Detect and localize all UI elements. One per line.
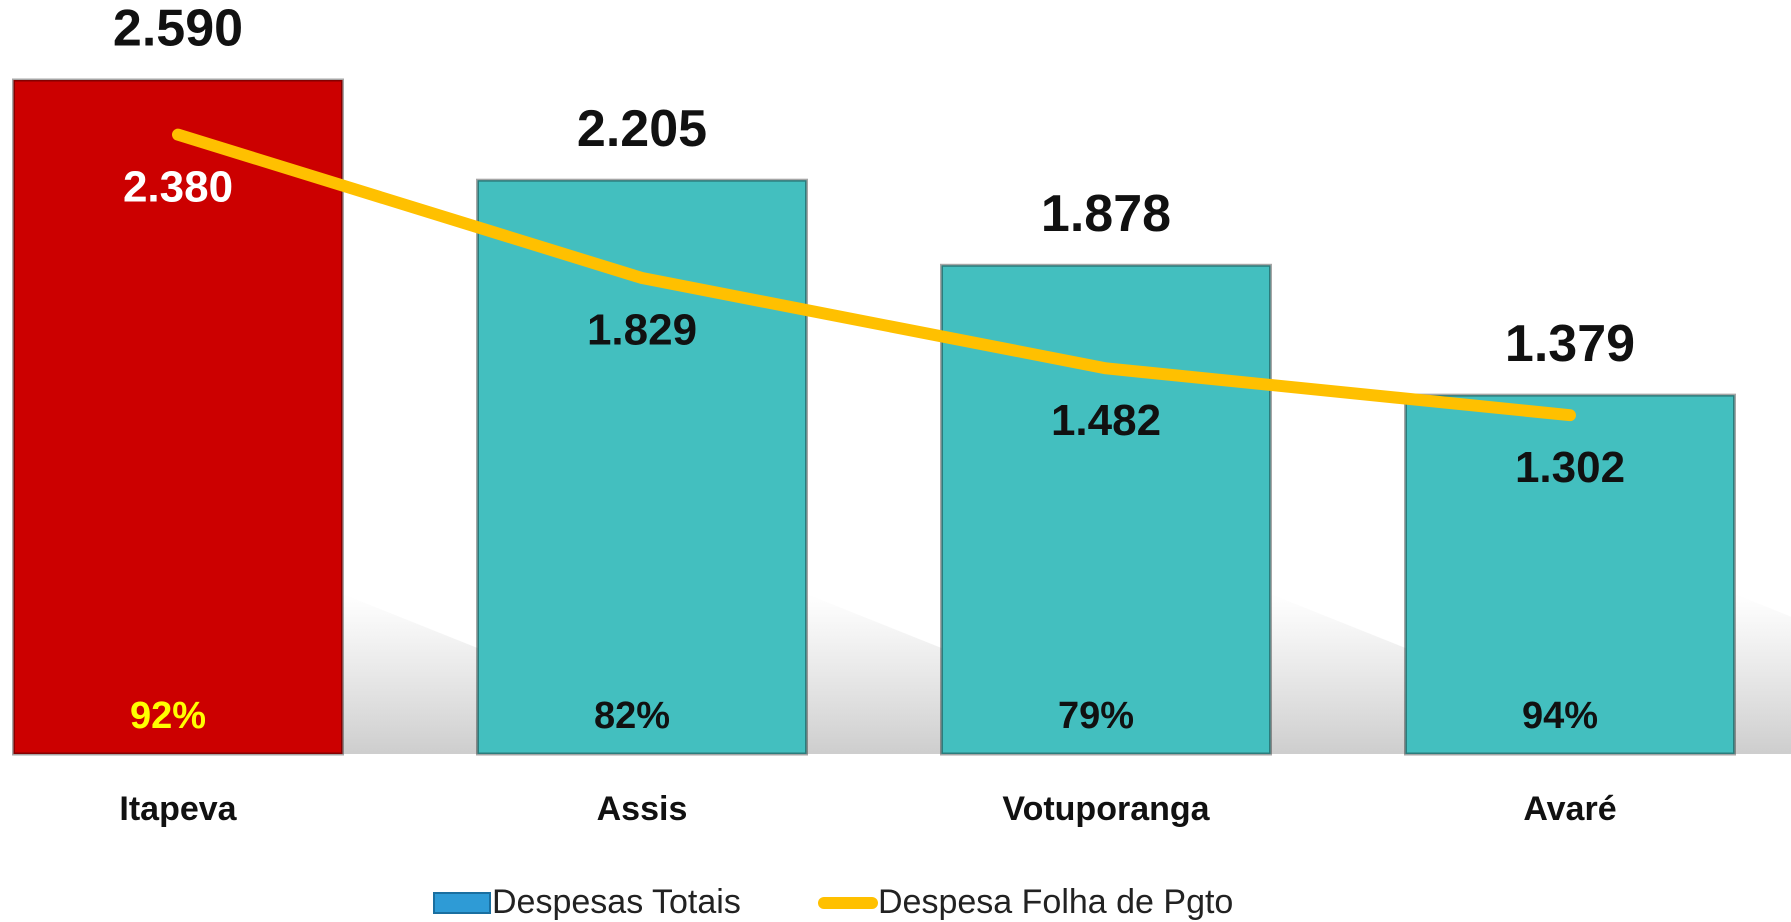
- bar-value-label: 1.878: [1041, 185, 1171, 243]
- percent-label: 82%: [594, 695, 670, 737]
- percent-label: 92%: [130, 695, 206, 737]
- bar-value-label: 1.379: [1505, 315, 1635, 373]
- x-tick-label: Assis: [597, 790, 688, 828]
- bar-shadow: [1734, 594, 1791, 754]
- legend-label: Despesas Totais: [492, 883, 741, 921]
- bar-shadow: [806, 594, 957, 754]
- legend-label: Despesa Folha de Pgto: [878, 883, 1233, 921]
- bar: [476, 178, 808, 756]
- bar-value-label: 2.205: [577, 100, 707, 158]
- bar: [1404, 393, 1736, 756]
- bar-shadow: [342, 594, 493, 754]
- line-value-label: 1.829: [587, 306, 697, 355]
- percent-label: 94%: [1522, 695, 1598, 737]
- bar: [940, 263, 1272, 756]
- line-value-label: 1.302: [1515, 443, 1625, 492]
- x-tick-label: Votuporanga: [1002, 790, 1210, 828]
- line-value-label: 2.380: [123, 162, 233, 211]
- legend-swatch: [433, 892, 491, 914]
- x-tick-label: Itapeva: [119, 790, 237, 828]
- bar: [12, 78, 344, 756]
- x-tick-label: Avaré: [1523, 790, 1616, 828]
- line-value-label: 1.482: [1051, 396, 1161, 445]
- percent-label: 79%: [1058, 695, 1134, 737]
- bar-shadow: [1270, 594, 1421, 754]
- line: [172, 128, 1576, 422]
- bar-value-label: 2.590: [113, 0, 243, 58]
